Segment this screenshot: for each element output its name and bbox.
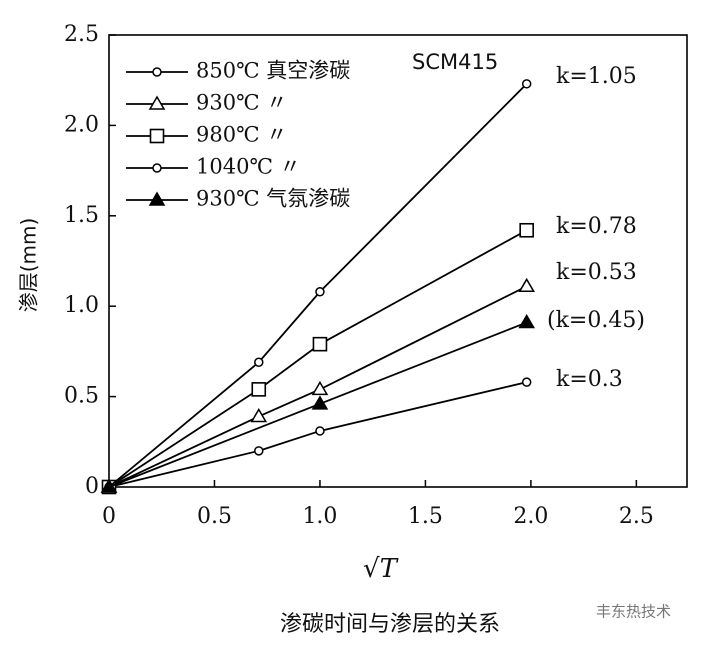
legend-label: 930℃ 气氛渗碳: [196, 187, 350, 211]
y-tick-label: 2.0: [64, 112, 99, 137]
data-point: [311, 395, 329, 410]
legend-marker: [152, 67, 162, 77]
x-tick-label: 0: [102, 504, 116, 529]
legend-label: 850℃ 真空渗碳: [196, 59, 350, 83]
y-tick-label: 1.5: [64, 203, 99, 228]
series-line: [108, 83, 528, 488]
annotation: SCM415: [412, 50, 498, 74]
y-tick-label: 1.0: [64, 293, 99, 318]
data-point: [315, 426, 325, 436]
x-tick-label: 2.5: [619, 504, 654, 529]
legend-label: 980℃ 〃: [196, 123, 287, 147]
annotation: k=0.53: [556, 260, 637, 285]
series-line: [108, 229, 528, 488]
data-point: [254, 446, 264, 456]
data-point: [521, 79, 532, 89]
data-point: [521, 377, 532, 387]
x-axis-label: √T: [363, 554, 399, 584]
legend-label: 1040℃ 〃: [196, 155, 301, 179]
data-point: [312, 336, 328, 352]
y-axis-label: 渗层(mm): [17, 218, 41, 313]
series-line: [108, 381, 527, 488]
annotation: k=0.3: [556, 367, 623, 392]
x-tick-label: 1.0: [302, 504, 337, 529]
data-point: [519, 222, 534, 238]
legend-label: 930℃ 〃: [196, 91, 287, 115]
annotation: k=1.05: [556, 64, 637, 89]
data-point: [251, 382, 267, 397]
x-tick-label: 1.5: [408, 504, 443, 529]
annotation: (k=0.45): [547, 308, 645, 333]
watermark: 丰东热技术: [596, 603, 671, 621]
legend-marker: [148, 95, 166, 110]
legend-marker: [149, 128, 165, 144]
data-point: [518, 313, 535, 329]
data-point: [254, 357, 264, 367]
y-tick-label: 0.5: [64, 384, 99, 409]
legend-marker: [148, 191, 166, 206]
x-tick-label: 2.0: [513, 504, 548, 529]
y-tick-label: 2.5: [64, 22, 99, 47]
data-point: [100, 478, 118, 493]
plot-frame: [108, 34, 688, 488]
data-point: [250, 407, 268, 423]
series-line: [108, 285, 528, 488]
y-tick-label: 0: [85, 474, 99, 499]
data-point: [311, 380, 329, 396]
data-point: [518, 277, 535, 293]
legend-marker: [152, 163, 162, 173]
x-tick-label: 0.5: [197, 504, 232, 529]
annotation: k=0.78: [556, 214, 637, 239]
caption: 渗碳时间与渗层的关系: [280, 612, 500, 637]
data-point: [315, 286, 325, 297]
